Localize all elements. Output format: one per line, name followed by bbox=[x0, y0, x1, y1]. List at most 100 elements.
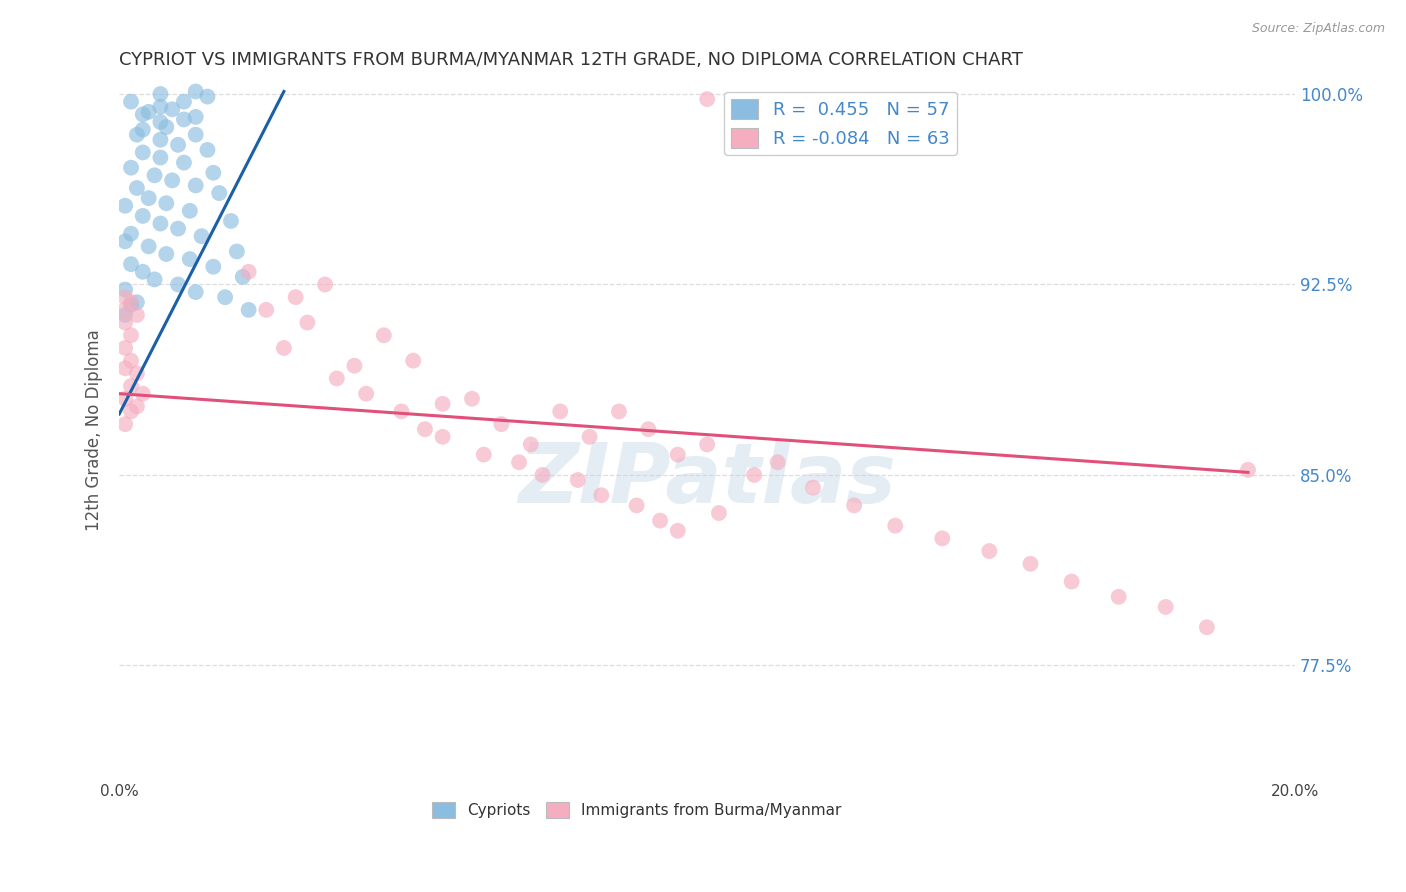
Text: ZIPatlas: ZIPatlas bbox=[519, 439, 896, 520]
Point bbox=[214, 290, 236, 304]
Point bbox=[155, 196, 177, 211]
Point bbox=[184, 178, 207, 193]
Point bbox=[508, 455, 530, 469]
Point bbox=[167, 137, 190, 152]
Point bbox=[1237, 463, 1260, 477]
Point bbox=[160, 173, 183, 187]
Point bbox=[578, 430, 600, 444]
Legend: Cypriots, Immigrants from Burma/Myanmar: Cypriots, Immigrants from Burma/Myanmar bbox=[426, 796, 848, 824]
Point bbox=[197, 143, 219, 157]
Point bbox=[132, 107, 155, 121]
Point bbox=[801, 481, 824, 495]
Point bbox=[120, 353, 142, 368]
Point bbox=[120, 379, 142, 393]
Point bbox=[120, 161, 142, 175]
Point bbox=[190, 229, 212, 244]
Point bbox=[173, 155, 195, 169]
Y-axis label: 12th Grade, No Diploma: 12th Grade, No Diploma bbox=[86, 330, 103, 532]
Point bbox=[167, 221, 190, 235]
Point bbox=[125, 295, 148, 310]
Point bbox=[125, 128, 148, 142]
Point bbox=[167, 277, 190, 292]
Point bbox=[1195, 620, 1218, 634]
Point bbox=[120, 95, 142, 109]
Point bbox=[114, 302, 136, 317]
Point bbox=[120, 298, 142, 312]
Point bbox=[114, 417, 136, 431]
Point bbox=[219, 214, 242, 228]
Point bbox=[138, 239, 160, 253]
Point bbox=[155, 247, 177, 261]
Point bbox=[149, 115, 172, 129]
Point bbox=[1108, 590, 1130, 604]
Point bbox=[155, 120, 177, 134]
Text: CYPRIOT VS IMMIGRANTS FROM BURMA/MYANMAR 12TH GRADE, NO DIPLOMA CORRELATION CHAR: CYPRIOT VS IMMIGRANTS FROM BURMA/MYANMAR… bbox=[120, 51, 1024, 69]
Point bbox=[931, 532, 953, 546]
Point bbox=[173, 112, 195, 127]
Point bbox=[354, 386, 377, 401]
Point bbox=[114, 235, 136, 249]
Point bbox=[238, 302, 260, 317]
Point bbox=[160, 103, 183, 117]
Point bbox=[567, 473, 589, 487]
Point bbox=[491, 417, 513, 431]
Point bbox=[1060, 574, 1083, 589]
Point bbox=[531, 467, 554, 482]
Point bbox=[591, 488, 613, 502]
Point bbox=[125, 308, 148, 322]
Point bbox=[1154, 599, 1177, 614]
Point bbox=[707, 506, 730, 520]
Point bbox=[461, 392, 484, 406]
Point bbox=[884, 518, 907, 533]
Point bbox=[179, 203, 201, 218]
Point bbox=[149, 133, 172, 147]
Point bbox=[114, 308, 136, 322]
Point bbox=[626, 499, 648, 513]
Point bbox=[979, 544, 1001, 558]
Point bbox=[432, 430, 454, 444]
Point bbox=[202, 260, 225, 274]
Text: Source: ZipAtlas.com: Source: ZipAtlas.com bbox=[1251, 22, 1385, 36]
Point bbox=[202, 166, 225, 180]
Point bbox=[138, 104, 160, 119]
Point bbox=[132, 265, 155, 279]
Point bbox=[284, 290, 307, 304]
Point bbox=[114, 392, 136, 406]
Point bbox=[432, 397, 454, 411]
Point bbox=[696, 92, 718, 106]
Point bbox=[120, 257, 142, 271]
Point bbox=[842, 499, 865, 513]
Point bbox=[149, 217, 172, 231]
Point bbox=[120, 295, 142, 310]
Point bbox=[132, 122, 155, 136]
Point bbox=[149, 151, 172, 165]
Point bbox=[666, 448, 689, 462]
Point bbox=[143, 272, 166, 286]
Point bbox=[326, 371, 349, 385]
Point bbox=[297, 316, 319, 330]
Point bbox=[391, 404, 413, 418]
Point bbox=[413, 422, 436, 436]
Point bbox=[742, 467, 765, 482]
Point bbox=[120, 404, 142, 418]
Point bbox=[125, 400, 148, 414]
Point bbox=[114, 316, 136, 330]
Point bbox=[132, 386, 155, 401]
Point bbox=[120, 328, 142, 343]
Point bbox=[254, 302, 277, 317]
Point bbox=[314, 277, 336, 292]
Point bbox=[120, 227, 142, 241]
Point bbox=[766, 455, 789, 469]
Point bbox=[132, 145, 155, 160]
Point bbox=[184, 285, 207, 299]
Point bbox=[472, 448, 495, 462]
Point bbox=[273, 341, 295, 355]
Point bbox=[402, 353, 425, 368]
Point bbox=[114, 290, 136, 304]
Point bbox=[125, 181, 148, 195]
Point bbox=[197, 89, 219, 103]
Point bbox=[648, 514, 671, 528]
Point bbox=[696, 437, 718, 451]
Point bbox=[238, 265, 260, 279]
Point bbox=[184, 85, 207, 99]
